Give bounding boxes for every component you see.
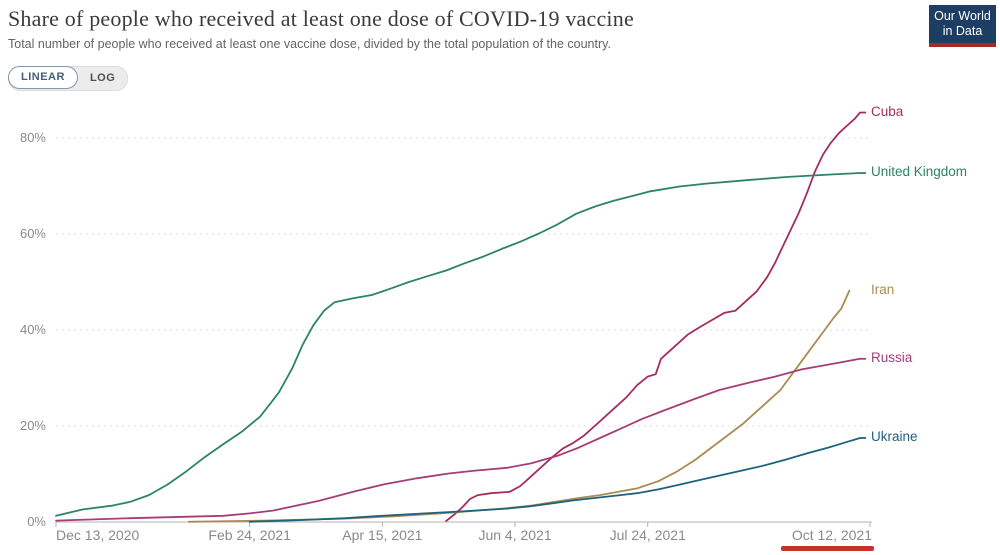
x-axis-tick-label: Oct 12, 2021 xyxy=(791,527,872,543)
series-line-cuba[interactable] xyxy=(445,111,861,522)
page-title: Share of people who received at least on… xyxy=(8,6,634,31)
log-button[interactable]: LOG xyxy=(78,67,127,90)
y-axis-tick-label: 0% xyxy=(27,514,46,529)
series-label-russia[interactable]: Russia xyxy=(871,349,913,365)
page-subtitle: Total number of people who received at l… xyxy=(8,37,611,51)
owid-logo-line2: in Data xyxy=(942,24,983,38)
series-label-united-kingdom[interactable]: United Kingdom xyxy=(871,164,968,180)
scale-toggle: LINEAR LOG xyxy=(8,66,129,91)
series-label-cuba[interactable]: Cuba xyxy=(871,103,904,119)
y-axis-tick-label: 80% xyxy=(19,130,46,145)
y-axis-tick-label: 20% xyxy=(19,418,46,433)
y-axis-tick-label: 40% xyxy=(19,322,46,337)
linear-button[interactable]: LINEAR xyxy=(8,66,78,89)
series-label-iran[interactable]: Iran xyxy=(871,281,895,297)
series-label-ukraine[interactable]: Ukraine xyxy=(871,429,918,444)
x-axis-tick-label: Dec 13, 2020 xyxy=(56,527,140,543)
series-line-ukraine[interactable] xyxy=(248,437,861,523)
x-axis-tick-label: Jun 4, 2021 xyxy=(478,527,552,543)
owid-logo[interactable]: Our World in Data xyxy=(929,5,996,47)
owid-logo-line1: Our World xyxy=(934,9,991,23)
owid-logo-red-bar xyxy=(929,43,996,47)
red-underline-annotation xyxy=(781,546,874,551)
x-axis-tick-label: Feb 24, 2021 xyxy=(208,527,291,543)
series-line-united-kingdom[interactable] xyxy=(55,172,861,517)
y-axis-tick-label: 60% xyxy=(19,226,46,241)
series-line-russia[interactable] xyxy=(55,357,861,522)
x-axis-tick-label: Jul 24, 2021 xyxy=(609,527,686,543)
x-axis-tick-label: Apr 15, 2021 xyxy=(342,527,423,543)
